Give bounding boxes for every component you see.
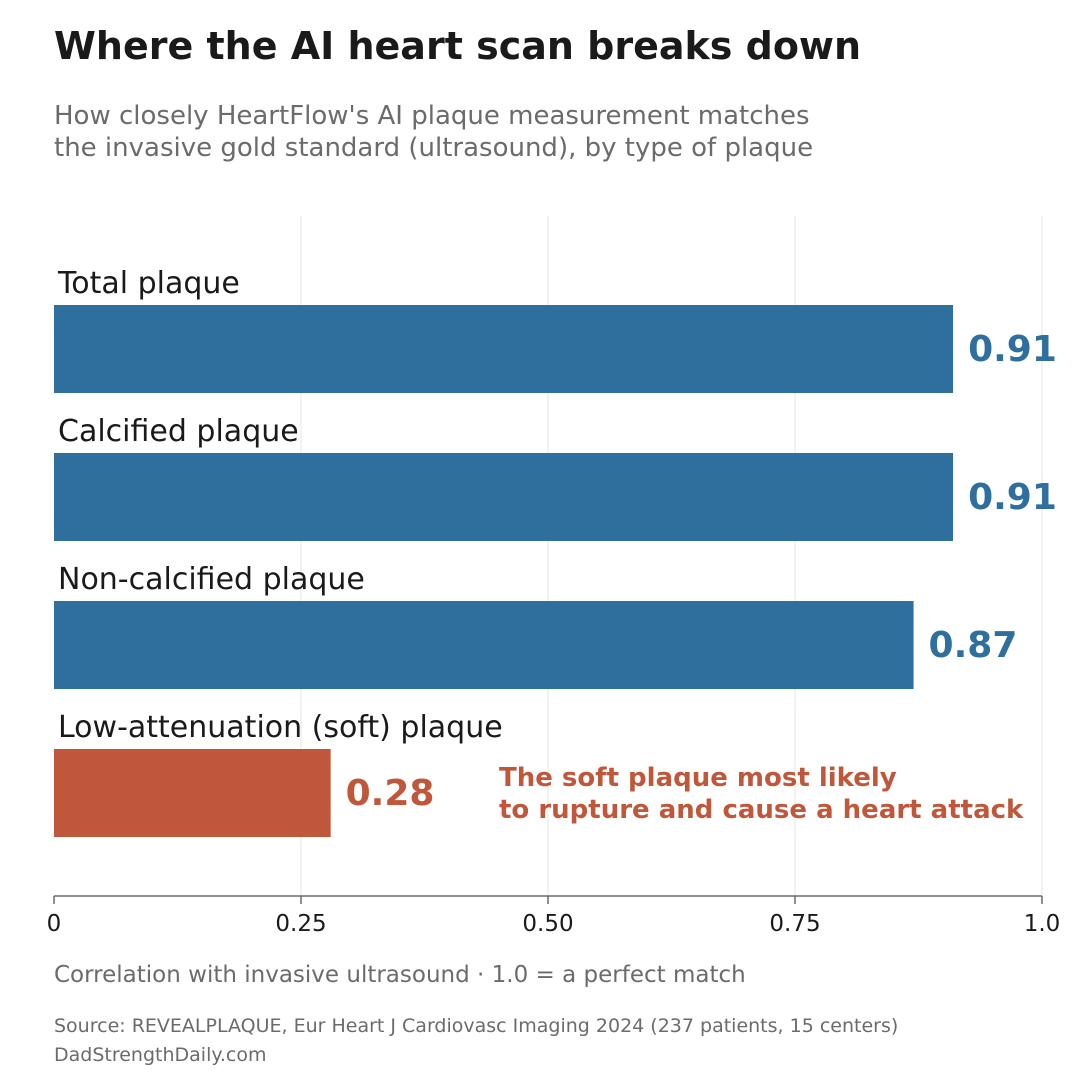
subtitle-line-1: How closely HeartFlow's AI plaque measur…	[54, 101, 810, 131]
bar	[54, 453, 954, 541]
value-label: 0.91	[968, 477, 1057, 518]
x-tick-label: 1.0	[1024, 911, 1061, 937]
category-label: Total plaque	[57, 266, 240, 301]
annotation-line: to rupture and cause a heart attack	[499, 795, 1024, 825]
x-tick-label: 0.50	[522, 911, 573, 937]
source-note: Source: REVEALPLAQUE, Eur Heart J Cardio…	[54, 1012, 898, 1070]
x-tick-label: 0.75	[769, 911, 820, 937]
x-tick-label: 0	[47, 911, 62, 937]
subtitle-line-2: the invasive gold standard (ultrasound),…	[54, 133, 814, 163]
annotation-line: The soft plaque most likely	[499, 763, 897, 793]
bar	[54, 601, 914, 689]
value-label: 0.91	[968, 329, 1057, 370]
category-label: Non-calcified plaque	[58, 562, 365, 597]
value-label: 0.28	[346, 773, 435, 814]
category-label: Low-attenuation (soft) plaque	[58, 710, 503, 745]
chart-subtitle: How closely HeartFlow's AI plaque measur…	[54, 100, 813, 164]
chart-title: Where the AI heart scan breaks down	[54, 24, 862, 68]
bar	[54, 749, 331, 837]
bar	[54, 305, 954, 393]
x-tick-label: 0.25	[275, 911, 326, 937]
category-label: Calcified plaque	[58, 414, 299, 449]
source-line: Source: REVEALPLAQUE, Eur Heart J Cardio…	[54, 1015, 899, 1037]
x-axis-label: Correlation with invasive ultrasound · 1…	[54, 962, 746, 988]
site-credit: DadStrengthDaily.com	[54, 1044, 267, 1066]
value-label: 0.87	[929, 625, 1018, 666]
